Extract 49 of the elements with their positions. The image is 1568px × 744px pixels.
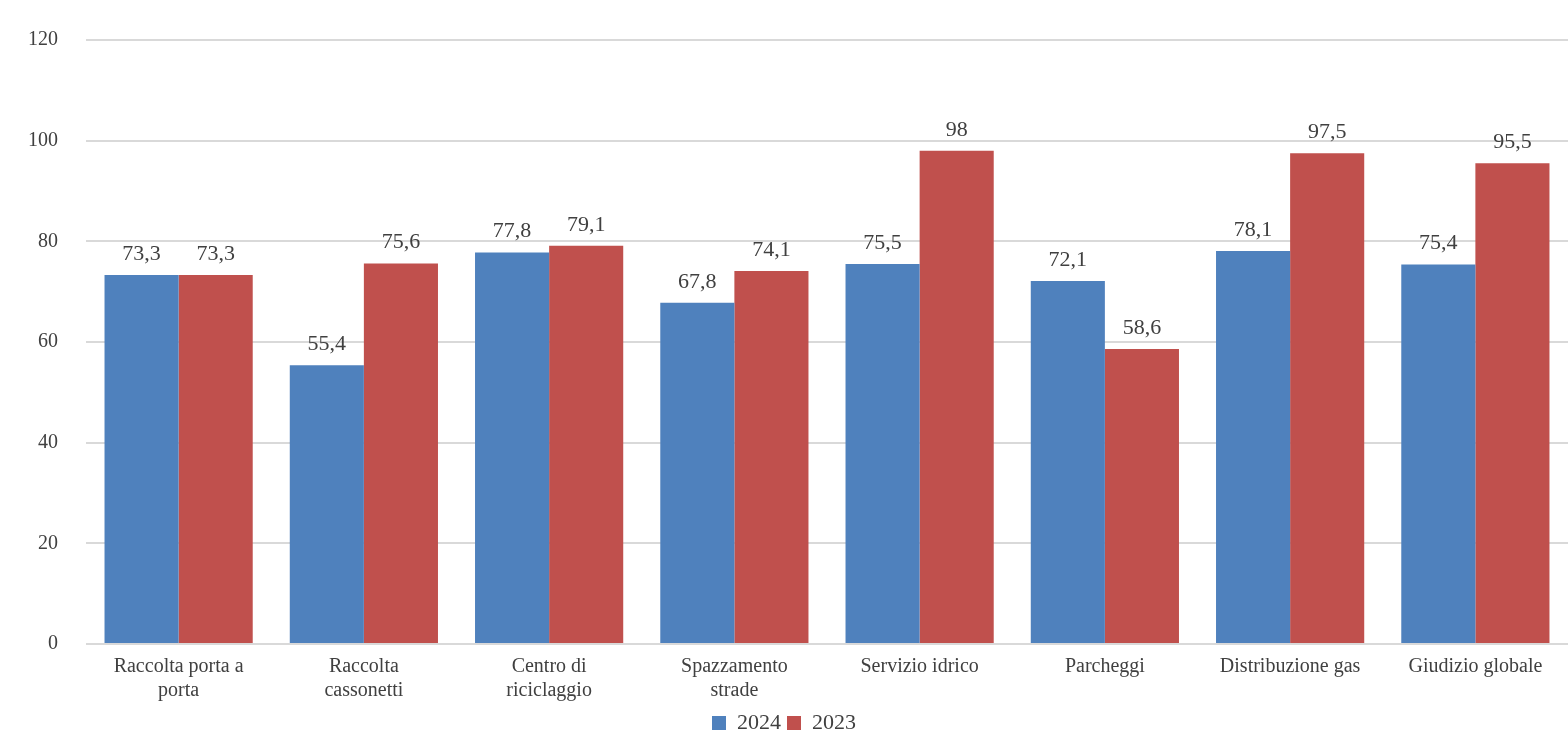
y-tick-label: 120	[28, 27, 58, 50]
bar	[289, 365, 364, 643]
data-label: 77,8	[492, 217, 532, 243]
bar	[1104, 349, 1179, 643]
bar	[549, 245, 624, 643]
y-tick-label: 20	[38, 530, 58, 553]
data-label: 73,3	[196, 239, 235, 265]
bar	[1216, 250, 1291, 643]
x-tick-label: Raccolta porta a porta	[113, 654, 244, 702]
data-label: 75,5	[863, 228, 902, 254]
bar	[178, 275, 253, 643]
x-tick-label: Spazzamento strade	[681, 654, 788, 701]
data-label: 67,8	[678, 267, 717, 293]
bar	[475, 252, 550, 643]
x-tick-label: Servizio idrico	[860, 654, 979, 677]
y-tick-label: 60	[38, 329, 58, 352]
bar	[363, 263, 438, 643]
y-tick-label: 0	[48, 631, 58, 654]
data-label: 74,1	[752, 235, 791, 261]
bar	[734, 271, 809, 643]
data-label: 55,4	[307, 329, 347, 355]
bar	[104, 275, 179, 643]
y-tick-label: 40	[38, 429, 58, 452]
bar	[845, 263, 920, 643]
legend-label: 2024	[737, 708, 781, 734]
x-tick-label: Distribuzione gas	[1219, 654, 1361, 678]
data-label: 97,5	[1307, 118, 1347, 144]
data-label: 98	[945, 115, 968, 141]
y-tick-label: 80	[38, 228, 58, 251]
data-label: 78,1	[1233, 215, 1273, 241]
x-tick-label: Giudizio globale	[1408, 654, 1543, 678]
x-tick-label: Centro di riciclaggio	[506, 654, 592, 702]
bar	[660, 302, 735, 643]
bar	[1290, 153, 1365, 643]
bar	[1030, 281, 1105, 643]
data-label: 72,1	[1048, 245, 1088, 271]
bar	[1401, 264, 1476, 643]
data-label: 58,6	[1122, 313, 1162, 339]
data-label: 95,5	[1493, 128, 1532, 154]
legend-label: 2023	[812, 708, 856, 734]
data-label: 79,1	[566, 210, 606, 236]
x-tick-label: Parcheggi	[1064, 654, 1146, 678]
data-label: 75,6	[381, 228, 421, 254]
data-label: 73,3	[122, 239, 161, 265]
y-tick-label: 100	[28, 127, 58, 150]
data-label: 75,4	[1419, 229, 1458, 255]
bar	[919, 150, 994, 643]
x-tick-label: Raccolta cassonetti	[324, 654, 404, 701]
bar	[1475, 163, 1550, 643]
